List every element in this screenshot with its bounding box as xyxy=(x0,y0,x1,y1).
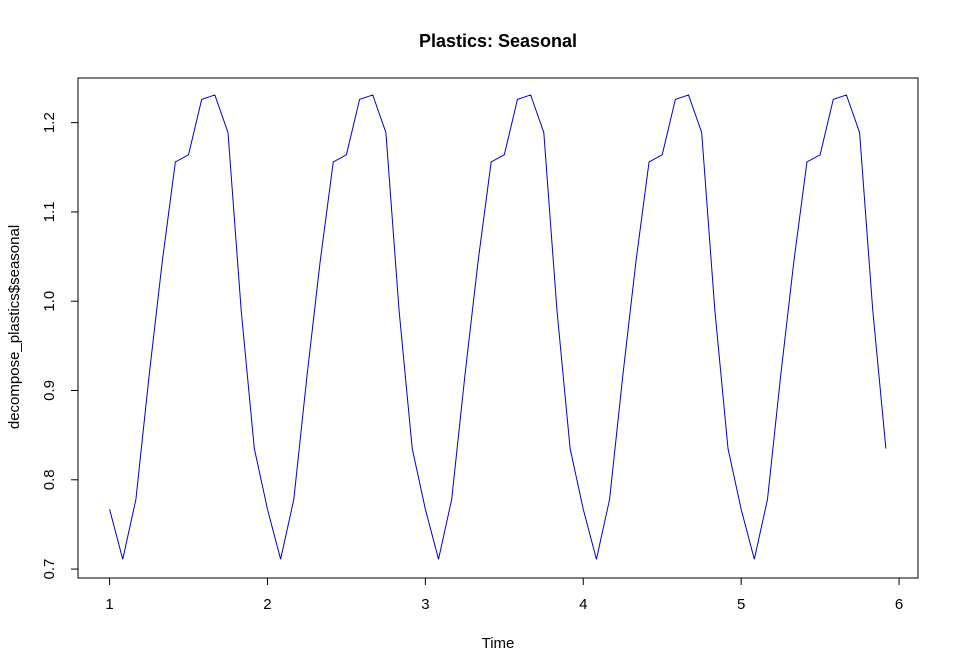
x-tick-label: 2 xyxy=(263,596,271,613)
seasonal-series-line xyxy=(109,94,887,560)
plot-frame xyxy=(77,77,919,579)
y-tick-label: 1.1 xyxy=(41,201,58,222)
x-axis: 1 2 3 4 5 6 xyxy=(105,577,903,613)
x-tick-label: 4 xyxy=(579,596,587,613)
y-axis-label: decompose_plastics$seasonal xyxy=(6,225,23,429)
y-tick-label: 0.8 xyxy=(41,469,58,490)
y-tick-label: 0.7 xyxy=(41,559,58,580)
y-tick-label: 1.2 xyxy=(41,112,58,133)
x-tick-label: 3 xyxy=(421,596,429,613)
x-tick-label: 5 xyxy=(737,596,745,613)
y-tick-label: 1.0 xyxy=(41,291,58,312)
y-tick-label: 0.9 xyxy=(41,380,58,401)
x-tick-label: 6 xyxy=(895,596,903,613)
chart-title: Plastics: Seasonal xyxy=(419,31,577,51)
x-tick-label: 1 xyxy=(105,596,113,613)
x-axis-label: Time xyxy=(482,635,515,652)
y-axis: 0.7 0.8 0.9 1.0 1.1 1.2 xyxy=(41,112,79,580)
